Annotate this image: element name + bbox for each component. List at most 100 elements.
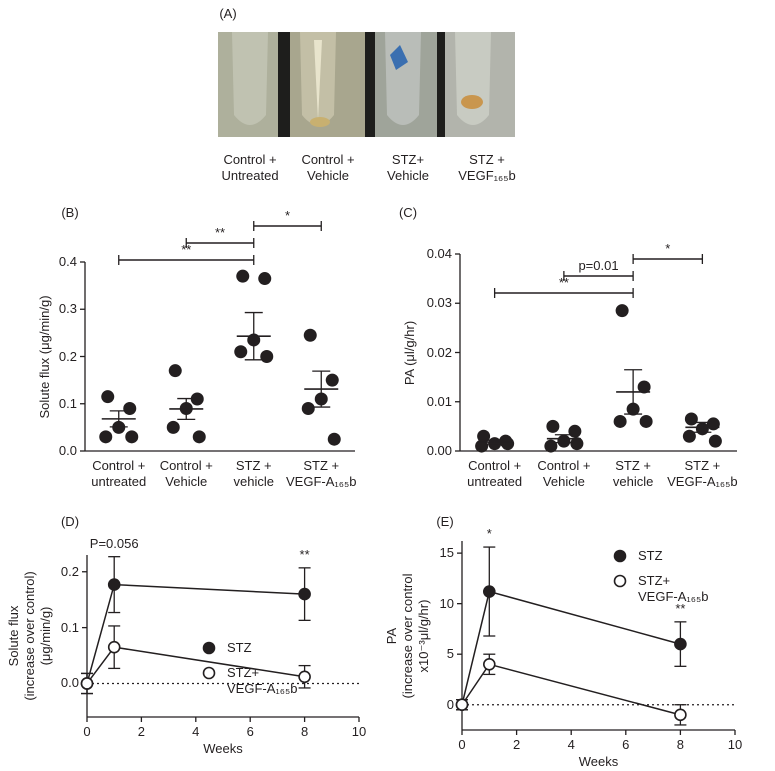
x-tick-label: STZ + VEGF-A₁₆₅b [286, 458, 357, 489]
tube [385, 32, 421, 125]
data-point [674, 637, 687, 651]
significance-label: p=0.01 [578, 258, 619, 273]
legend-marker [613, 574, 627, 588]
x-tick-label: 4 [192, 724, 200, 739]
y-tick-label: 0.2 [60, 563, 79, 579]
y-tick-label: 0.04 [426, 246, 452, 261]
legend-label: STZ [638, 548, 663, 563]
data-point [80, 677, 94, 690]
significance-label: * [665, 241, 671, 256]
annotation: P=0.056 [89, 535, 139, 551]
x-tick-label: 8 [676, 737, 685, 752]
x-tick-label: STZ + VEGF-A₁₆₅b [667, 458, 738, 489]
x-tick-label: 4 [567, 737, 575, 752]
y-tick-label: 5 [446, 646, 454, 662]
significance-label: * [284, 208, 291, 223]
data-point [546, 419, 560, 433]
significance-label: ** [558, 275, 569, 290]
y-tick-label: 0.00 [426, 443, 452, 458]
x-tick-label: 10 [727, 737, 743, 752]
photo-divider [437, 32, 445, 137]
x-tick-label: Control + Vehicle [159, 458, 213, 489]
x-tick-label: STZ + vehicle [233, 458, 274, 489]
tube-content [314, 40, 322, 120]
y-tick-label: 0.1 [58, 395, 77, 411]
data-point [544, 439, 558, 453]
data-point [613, 414, 627, 428]
x-tick-label: Control + untreated [91, 458, 147, 489]
x-tick-label: 0 [83, 724, 91, 739]
data-point [99, 430, 113, 444]
y-tick-label: 0.03 [426, 295, 452, 311]
photo-caption: Control + Vehicle [301, 152, 355, 183]
annotation: ** [675, 600, 686, 616]
x-tick-label: 10 [351, 724, 367, 739]
data-point [298, 670, 311, 684]
x-tick-label: 8 [300, 724, 309, 739]
photo [218, 32, 515, 137]
x-tick-label: STZ + vehicle [612, 458, 654, 489]
y-tick-label: 0.1 [60, 619, 79, 635]
data-point [482, 658, 496, 671]
panel-label: (D) [60, 514, 80, 529]
x-axis-label: Weeks [203, 741, 243, 756]
y-tick-label: 0 [446, 696, 454, 712]
data-point [125, 430, 139, 444]
legend-marker [202, 641, 216, 655]
data-point [168, 364, 182, 378]
photo-caption: STZ+ Vehicle [387, 152, 429, 183]
data-point [327, 432, 341, 446]
data-point [708, 434, 722, 448]
tube [232, 32, 268, 125]
legend-label: STZ+ VEGF-A₁₆₅b [638, 573, 709, 604]
data-point [477, 429, 491, 443]
panel-label: (E) [436, 514, 454, 529]
photo-divider [365, 32, 375, 137]
photo-caption: Control + Untreated [221, 152, 279, 183]
data-point [123, 401, 137, 415]
y-tick-label: 0.0 [58, 443, 77, 458]
tube [455, 32, 491, 125]
y-tick-label: 0.02 [426, 344, 452, 360]
panel-label: (B) [61, 205, 79, 220]
data-point [190, 392, 204, 406]
data-point [482, 585, 496, 598]
x-tick-label: Control + untreated [467, 458, 523, 489]
panel-label: (C) [398, 205, 418, 220]
data-point [639, 414, 653, 428]
x-tick-label: 6 [246, 724, 254, 739]
data-point [107, 578, 121, 591]
annotation: * [486, 526, 492, 542]
y-axis-label: PA (μl/g/hr) [402, 320, 417, 385]
data-point [568, 424, 582, 438]
data-point [325, 373, 339, 387]
data-point [303, 328, 317, 342]
legend-marker [613, 549, 627, 563]
photo-caption: STZ + VEGF₁₆₅b [458, 152, 516, 183]
x-tick-label: 2 [512, 737, 521, 752]
y-tick-label: 15 [439, 545, 454, 561]
significance-label: ** [181, 242, 192, 257]
tube-content [310, 117, 330, 127]
y-tick-label: 0.2 [58, 348, 77, 364]
data-point [570, 437, 584, 451]
y-tick-label: 0.0 [60, 675, 79, 691]
data-point [615, 304, 629, 318]
significance-label: ** [214, 225, 226, 240]
data-point [637, 380, 651, 394]
x-tick-label: 6 [622, 737, 630, 752]
data-point [166, 420, 180, 434]
data-point [234, 345, 248, 359]
panel-label: (A) [219, 6, 237, 21]
legend-label: STZ+ VEGF-A₁₆₅b [227, 665, 298, 696]
data-point [455, 698, 469, 712]
annotation: ** [299, 546, 310, 562]
x-axis-label: Weeks [578, 754, 619, 769]
x-tick-label: 0 [458, 737, 466, 752]
data-point [258, 272, 272, 286]
data-point [501, 437, 515, 451]
y-axis-label: PA (increase over control x10⁻³μl/g/hr) [384, 573, 431, 698]
tube-content [390, 45, 408, 70]
